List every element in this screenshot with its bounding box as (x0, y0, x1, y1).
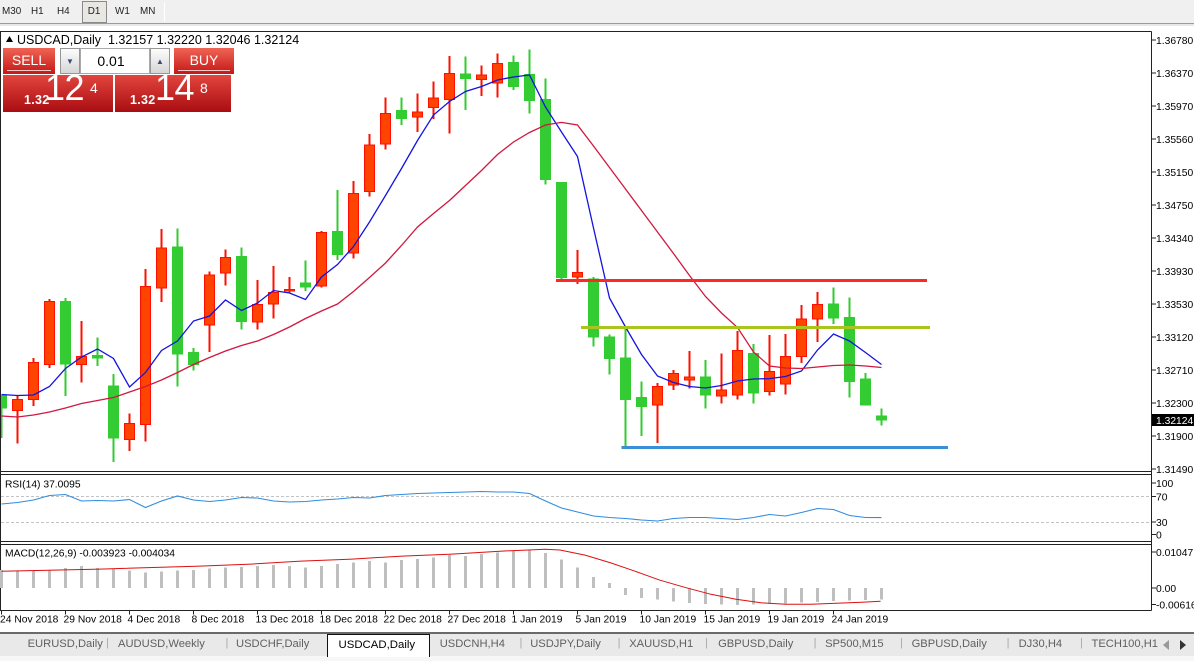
svg-text:27 Dec 2018: 27 Dec 2018 (448, 615, 507, 626)
svg-text:MACD(12,26,9) -0.003923 -0.004: MACD(12,26,9) -0.003923 -0.004034 (5, 549, 175, 560)
svg-text:1.35150: 1.35150 (1156, 168, 1193, 179)
svg-text:1.36370: 1.36370 (1156, 69, 1193, 80)
svg-text:0.00: 0.00 (1156, 584, 1176, 595)
svg-text:1.33930: 1.33930 (1156, 267, 1193, 278)
svg-text:0.010471: 0.010471 (1156, 548, 1194, 559)
svg-text:1 Jan 2019: 1 Jan 2019 (512, 615, 563, 626)
svg-text:1.35970: 1.35970 (1156, 102, 1193, 113)
svg-text:1.34340: 1.34340 (1156, 234, 1193, 245)
svg-text:1.33530: 1.33530 (1156, 300, 1193, 311)
svg-text:8 Dec 2018: 8 Dec 2018 (192, 615, 245, 626)
svg-text:15 Jan 2019: 15 Jan 2019 (704, 615, 761, 626)
svg-text:1.32300: 1.32300 (1156, 399, 1193, 410)
svg-text:19 Jan 2019: 19 Jan 2019 (768, 615, 825, 626)
svg-text:29 Nov 2018: 29 Nov 2018 (64, 615, 123, 626)
svg-text:18 Dec 2018: 18 Dec 2018 (320, 615, 379, 626)
svg-text:-0.006164: -0.006164 (1156, 600, 1194, 611)
svg-text:0: 0 (1156, 530, 1162, 541)
svg-text:100: 100 (1156, 479, 1173, 490)
svg-text:1.32124: 1.32124 (1156, 416, 1193, 427)
svg-text:1.32710: 1.32710 (1156, 366, 1193, 377)
svg-text:1.31490: 1.31490 (1156, 465, 1193, 476)
svg-text:1.34750: 1.34750 (1156, 201, 1193, 212)
svg-text:13 Dec 2018: 13 Dec 2018 (256, 615, 315, 626)
svg-text:24 Jan 2019: 24 Jan 2019 (832, 615, 889, 626)
svg-text:RSI(14) 37.0095: RSI(14) 37.0095 (5, 480, 81, 491)
svg-text:5 Jan 2019: 5 Jan 2019 (576, 615, 627, 626)
svg-text:24 Nov 2018: 24 Nov 2018 (0, 615, 59, 626)
svg-text:USDCAD,Daily 1.32157 1.32220: USDCAD,Daily 1.32157 1.32220 1.32046 1.3… (17, 33, 299, 47)
svg-text:1.31900: 1.31900 (1156, 432, 1193, 443)
svg-text:70: 70 (1156, 492, 1168, 503)
svg-text:1.36780: 1.36780 (1156, 36, 1193, 47)
svg-text:10 Jan 2019: 10 Jan 2019 (640, 615, 697, 626)
svg-text:4 Dec 2018: 4 Dec 2018 (128, 615, 181, 626)
svg-text:1.33120: 1.33120 (1156, 333, 1193, 344)
svg-text:1.35560: 1.35560 (1156, 135, 1193, 146)
svg-text:22 Dec 2018: 22 Dec 2018 (384, 615, 443, 626)
svg-text:30: 30 (1156, 518, 1168, 529)
